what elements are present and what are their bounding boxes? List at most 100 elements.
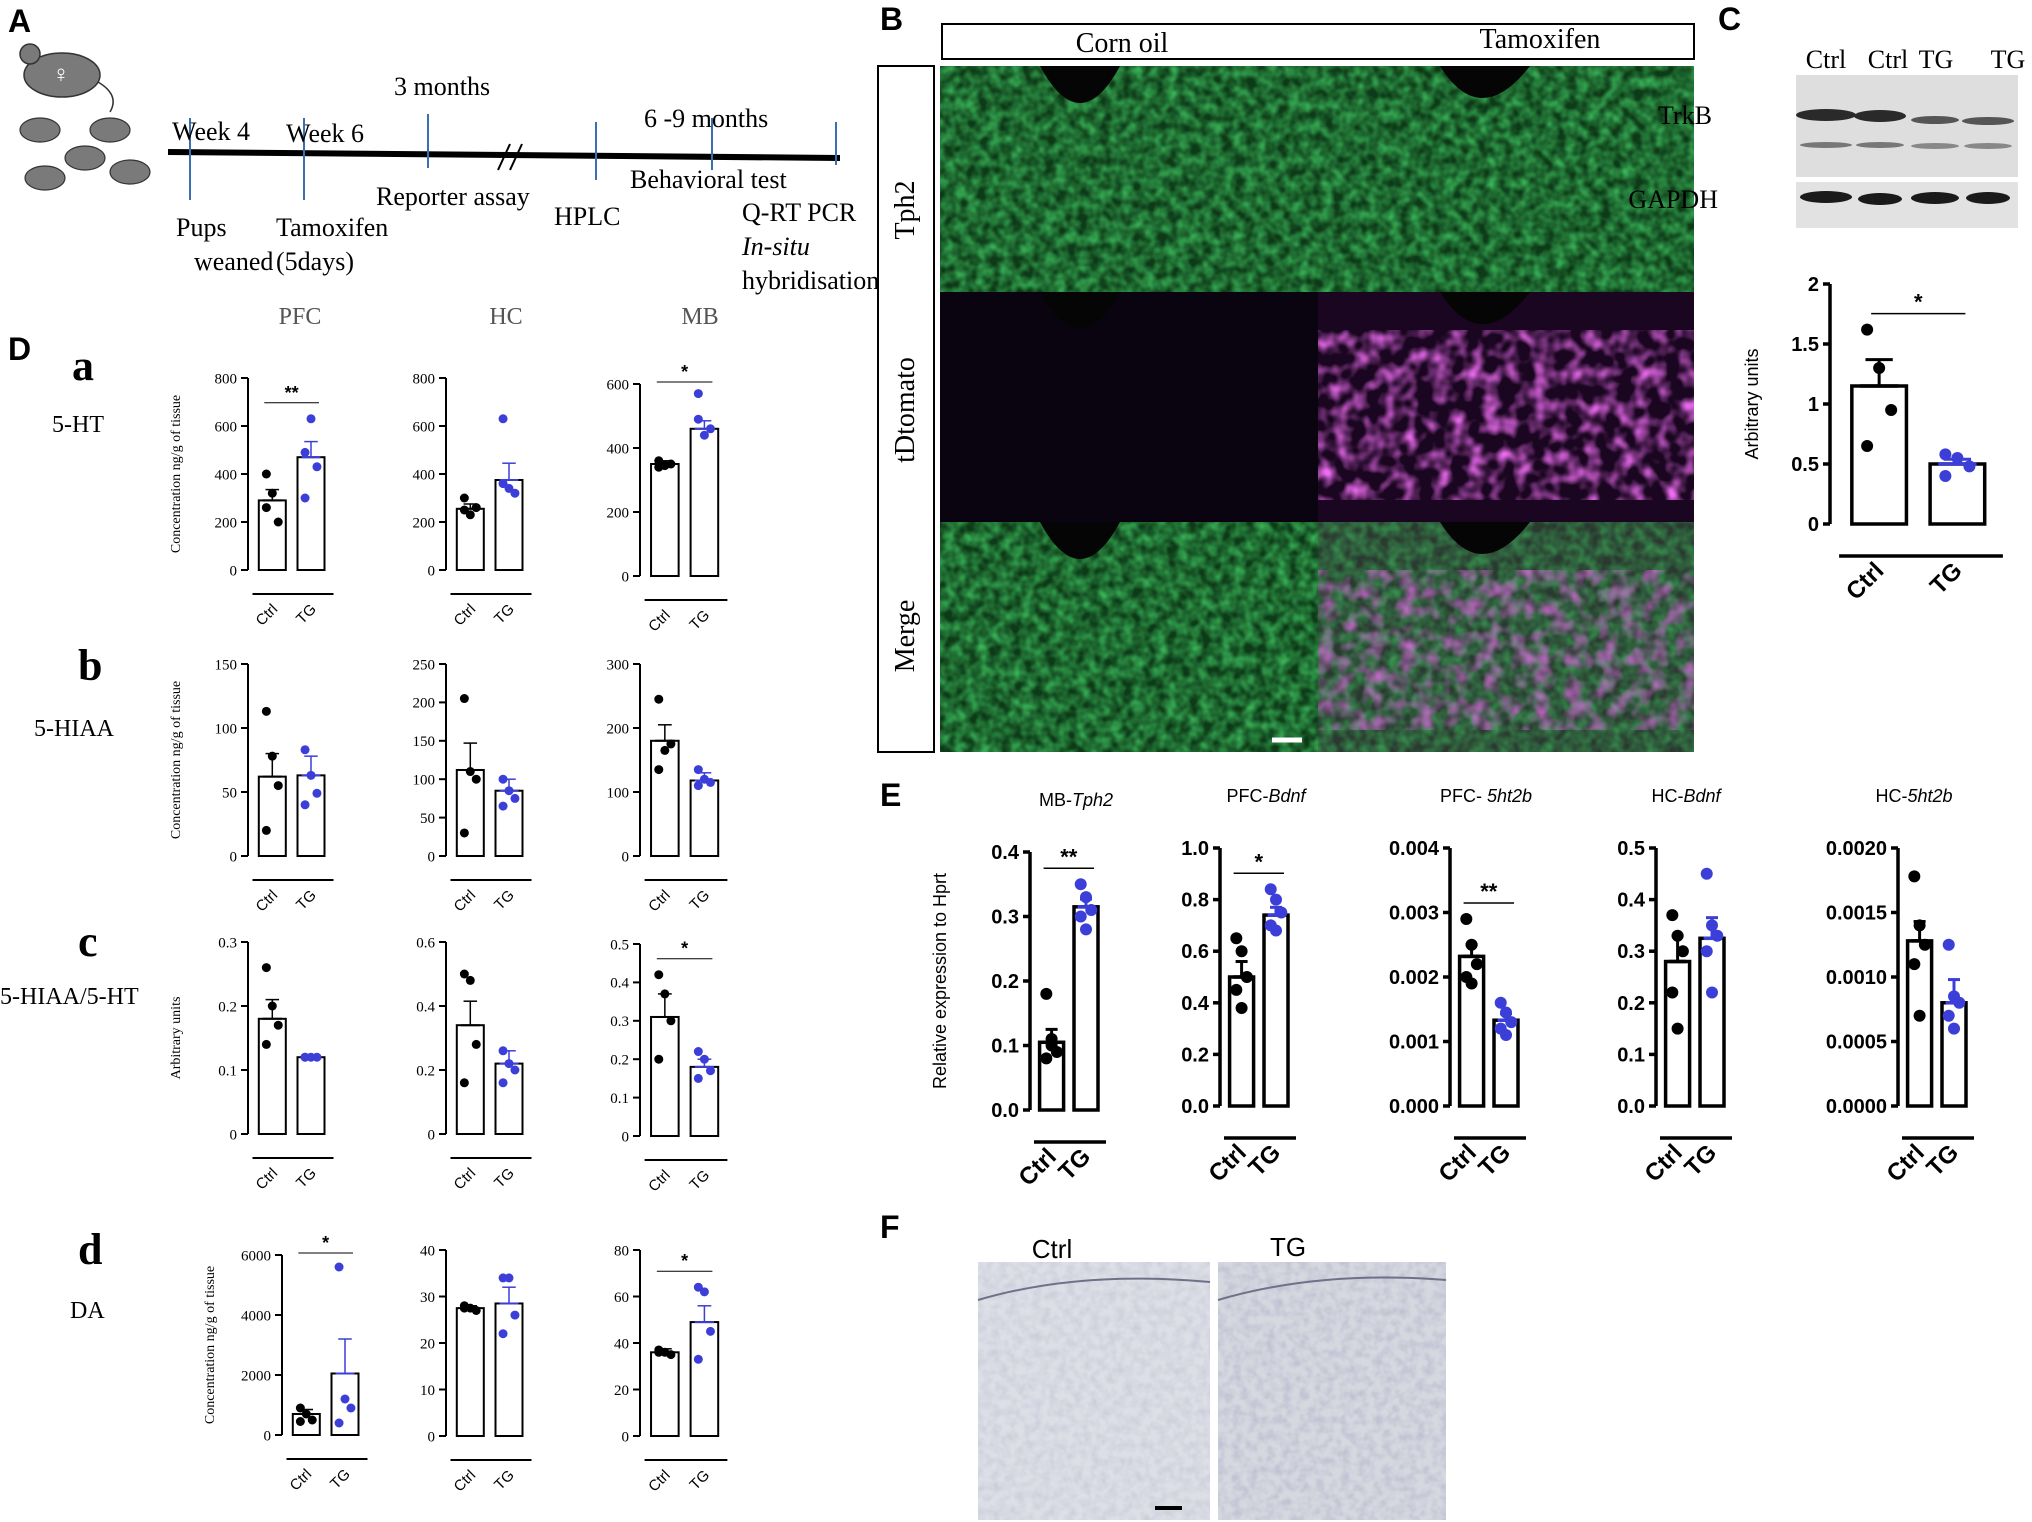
panel-d-headers: PFC HC MB a 5-HT b 5-HIAA c 5-HIAA/5-HT …	[0, 304, 719, 1324]
timeline-top-label: 6 -9 months	[644, 104, 768, 133]
data-point-ctrl	[459, 505, 469, 515]
row-letter-c: c	[78, 917, 98, 966]
data-point-ctrl	[654, 1347, 664, 1357]
bar-ctrl	[1227, 975, 1256, 1108]
blot-label-trkb: TrkB	[1658, 101, 1712, 130]
y-axis-label: Relative expression to Hprt	[930, 873, 950, 1089]
x-tick-label: TG	[1922, 1139, 1965, 1182]
x-tick-label: TG	[686, 887, 713, 914]
y-tick-label: 0	[622, 1129, 630, 1145]
x-tick-label: TG	[327, 1466, 354, 1493]
y-tick-label: 2000	[241, 1368, 271, 1384]
y-tick-label: 0	[230, 1127, 238, 1143]
y-tick-label: 0.004	[1389, 838, 1440, 860]
y-tick-label: 0.3	[218, 935, 237, 951]
y-tick-label: 0.0	[1617, 1096, 1645, 1118]
y-tick-label: 0.5	[1791, 454, 1819, 476]
y-tick-label: 600	[215, 419, 238, 435]
data-point-ctrl	[295, 1417, 305, 1426]
data-point-ctrl	[471, 1305, 481, 1315]
data-point-ctrl	[1666, 909, 1679, 922]
data-point-ctrl	[459, 828, 469, 838]
chart-title: PFC-Bdnf	[1226, 786, 1307, 806]
x-tick-label: Ctrl	[645, 1467, 674, 1496]
chart-d-b-hc: 0 50 100 150 200 250 Ctrl TG	[413, 657, 532, 915]
timeline-bottom-label: Reporter assay	[376, 182, 530, 211]
data-point-ctrl	[1045, 1033, 1058, 1046]
y-tick-label: 0.4	[416, 999, 435, 1015]
data-point-tg	[693, 1073, 703, 1083]
data-point-ctrl	[1671, 1022, 1684, 1035]
y-tick-label: 800	[413, 371, 436, 387]
y-tick-label: 0	[264, 1428, 272, 1444]
bar-ctrl	[257, 1017, 287, 1135]
y-tick-label: 0.2	[1617, 993, 1645, 1015]
data-point-tg	[693, 1047, 703, 1057]
x-tick-label: TG	[686, 607, 713, 634]
row-letter-d: d	[78, 1225, 102, 1274]
y-tick-label: 0.3	[991, 907, 1019, 929]
bar-tg	[296, 1056, 326, 1135]
data-point-ctrl	[1465, 938, 1478, 951]
x-tick-label: TG	[491, 1467, 518, 1494]
column-label-hc: HC	[489, 304, 522, 330]
data-point-ctrl	[1235, 1001, 1248, 1014]
data-point-tg	[1074, 878, 1087, 891]
data-point-tg	[1700, 867, 1713, 880]
chart-title-gene: 5ht2b	[1487, 786, 1532, 806]
y-tick-label: 0.2	[610, 1052, 629, 1068]
blot-lane-label: TG	[1919, 45, 1954, 74]
x-tick-label: TG	[293, 601, 320, 628]
y-tick-label: 80	[614, 1243, 629, 1259]
data-point-tg	[510, 488, 520, 498]
chart-title-gene: Tph2	[1072, 790, 1113, 810]
data-point-ctrl	[471, 1039, 481, 1049]
data-point-tg	[1505, 1016, 1518, 1029]
bar-ctrl	[455, 1024, 485, 1135]
row-name-5hiaa: 5-HIAA	[34, 716, 115, 742]
y-tick-label: 0.6	[416, 935, 435, 951]
panel-letter-f: F	[880, 1209, 900, 1245]
data-point-tg	[312, 788, 322, 798]
data-point-ctrl	[1050, 1045, 1063, 1058]
timeline-bottom-label: Pups	[176, 213, 227, 242]
blot-label-gapdh: GAPDH	[1628, 185, 1718, 214]
x-tick-label: Ctrl	[451, 1165, 480, 1194]
y-axis-label: Arbitrary units	[1742, 348, 1762, 459]
timeline-bottom-label: HPLC	[554, 202, 620, 231]
data-point-tg	[1706, 986, 1718, 999]
y-tick-label: 400	[607, 441, 630, 457]
data-point-tg	[306, 414, 316, 424]
chart-d-d-hc: 0 10 20 30 40 Ctrl TG	[420, 1243, 532, 1495]
y-tick-label: 200	[413, 696, 436, 712]
y-tick-label: 50	[222, 785, 237, 801]
female-symbol: ♀	[52, 61, 70, 88]
data-point-tg	[498, 414, 508, 424]
significance-stars: **	[285, 383, 299, 403]
bar-ctrl	[650, 739, 680, 857]
data-point-tg	[312, 1052, 322, 1062]
column-label-tamoxifen: Tamoxifen	[1480, 24, 1601, 55]
bar-ctrl	[257, 499, 287, 571]
data-point-tg	[1270, 893, 1282, 906]
data-point-tg	[1700, 945, 1713, 958]
row-name-da: DA	[70, 1298, 105, 1324]
data-point-tg	[705, 1066, 715, 1076]
panel-letter-a: A	[8, 3, 31, 39]
data-point-tg	[334, 1262, 344, 1272]
data-point-tg	[1270, 924, 1282, 937]
y-tick-label: 0	[428, 849, 436, 865]
chart-title-gene: 5ht2b	[1907, 786, 1952, 806]
data-point-ctrl	[261, 825, 271, 835]
y-tick-label: 1.5	[1791, 334, 1819, 356]
data-point-tg	[498, 1329, 508, 1339]
y-tick-label: 4000	[241, 1308, 271, 1324]
data-point-ctrl	[1861, 323, 1874, 336]
data-point-tg	[334, 1418, 344, 1428]
y-tick-label: 600	[413, 419, 436, 435]
y-tick-label: 200	[607, 505, 630, 521]
bar-tg	[1928, 462, 1987, 526]
